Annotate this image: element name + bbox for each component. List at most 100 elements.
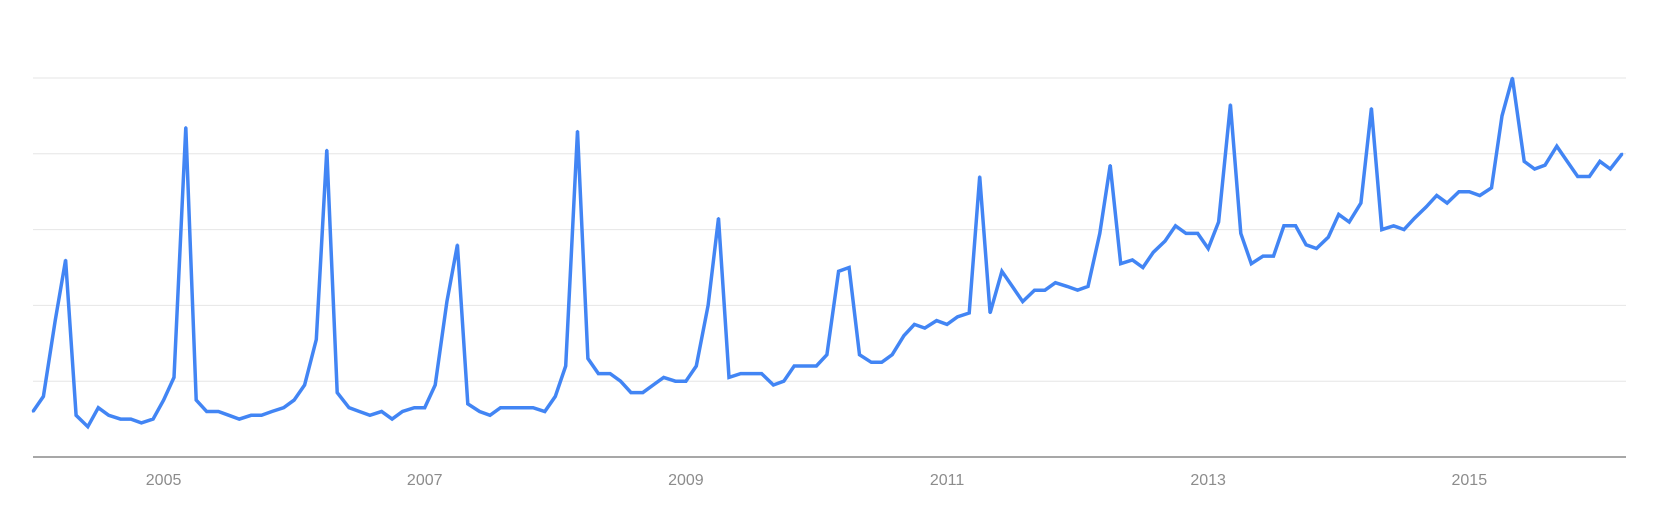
data-point-85 — [956, 315, 959, 318]
data-point-22 — [270, 410, 274, 413]
data-point-50 — [576, 129, 579, 133]
data-point-4 — [74, 414, 78, 417]
x-tick-labels: 2005 2007 2009 2011 2013 2015 — [146, 472, 1487, 489]
data-point-128 — [1425, 205, 1428, 209]
data-point-95 — [1065, 285, 1069, 288]
gridlines — [33, 77, 1626, 382]
data-point-39 — [456, 243, 459, 246]
data-point-73 — [825, 353, 829, 356]
data-point-94 — [1054, 281, 1057, 284]
data-point-36 — [423, 406, 426, 409]
data-point-81 — [913, 323, 916, 326]
data-point-106 — [1184, 232, 1188, 235]
data-point-12 — [162, 398, 165, 402]
data-point-120 — [1337, 213, 1340, 216]
data-point-65 — [739, 372, 742, 375]
data-point-46 — [531, 406, 535, 409]
data-point-48 — [554, 395, 557, 398]
data-point-87 — [978, 175, 981, 178]
data-point-146 — [1620, 152, 1624, 155]
data-point-122 — [1359, 201, 1363, 205]
data-point-51 — [586, 357, 590, 360]
x-tick-label-2007: 2007 — [407, 472, 443, 489]
data-point-138 — [1533, 167, 1536, 171]
data-point-57 — [652, 383, 655, 387]
data-point-54 — [619, 380, 622, 383]
data-point-19 — [238, 417, 241, 421]
data-point-69 — [782, 380, 785, 383]
data-point-107 — [1196, 232, 1199, 235]
data-point-61 — [695, 364, 698, 368]
data-point-91 — [1021, 300, 1024, 303]
data-point-145 — [1609, 167, 1612, 171]
data-point-20 — [249, 414, 253, 417]
data-point-27 — [325, 148, 328, 152]
data-point-3 — [64, 258, 67, 262]
data-point-111 — [1239, 232, 1243, 235]
data-point-11 — [151, 417, 155, 421]
data-point-76 — [858, 353, 861, 356]
data-point-113 — [1261, 254, 1265, 258]
data-point-30 — [358, 410, 361, 413]
data-point-123 — [1370, 107, 1373, 110]
data-point-103 — [1152, 251, 1155, 254]
data-point-86 — [968, 311, 971, 315]
data-point-75 — [847, 266, 851, 269]
data-point-101 — [1131, 258, 1134, 262]
data-point-18 — [227, 414, 231, 417]
data-point-66 — [749, 372, 753, 375]
data-point-70 — [793, 364, 796, 368]
data-point-55 — [629, 391, 633, 394]
data-point-124 — [1380, 228, 1384, 231]
x-tick-label-2015: 2015 — [1452, 472, 1488, 489]
data-point-33 — [390, 417, 394, 421]
data-point-26 — [315, 338, 318, 341]
data-point-8 — [119, 417, 122, 421]
data-point-16 — [205, 410, 208, 413]
x-tick-label-2011: 2011 — [930, 472, 965, 489]
data-point-89 — [1000, 270, 1004, 273]
series-line-0 — [31, 77, 1624, 430]
data-point-28 — [336, 391, 339, 394]
data-point-53 — [608, 372, 612, 375]
data-point-2 — [53, 319, 57, 322]
data-point-99 — [1109, 163, 1112, 167]
data-point-52 — [597, 372, 600, 375]
data-point-58 — [662, 376, 665, 379]
data-point-5 — [86, 425, 90, 428]
data-point-1 — [42, 395, 45, 398]
data-point-110 — [1229, 103, 1232, 106]
data-point-41 — [478, 410, 481, 413]
data-point-10 — [140, 421, 143, 425]
data-point-29 — [347, 406, 351, 409]
data-point-59 — [674, 380, 677, 383]
data-point-121 — [1347, 220, 1351, 224]
data-point-78 — [880, 361, 883, 364]
data-point-142 — [1576, 175, 1579, 178]
data-point-34 — [401, 410, 404, 413]
data-point-96 — [1076, 289, 1079, 292]
data-point-140 — [1555, 145, 1558, 148]
data-point-143 — [1588, 175, 1591, 178]
data-point-47 — [543, 410, 547, 413]
data-point-134 — [1490, 186, 1493, 190]
data-point-108 — [1206, 247, 1210, 250]
data-point-14 — [184, 126, 187, 129]
series-points-0 — [31, 76, 1624, 428]
data-point-25 — [303, 383, 306, 387]
data-point-90 — [1011, 285, 1014, 288]
data-point-127 — [1413, 217, 1416, 220]
x-tick-label-2013: 2013 — [1190, 472, 1226, 489]
data-point-115 — [1282, 224, 1286, 228]
data-point-137 — [1522, 160, 1526, 163]
data-point-131 — [1457, 190, 1461, 193]
data-point-64 — [727, 376, 731, 379]
data-point-109 — [1217, 220, 1220, 224]
data-point-136 — [1511, 76, 1514, 80]
data-point-15 — [195, 398, 198, 402]
data-point-31 — [368, 414, 372, 417]
data-point-116 — [1294, 224, 1297, 228]
data-point-104 — [1163, 239, 1167, 243]
